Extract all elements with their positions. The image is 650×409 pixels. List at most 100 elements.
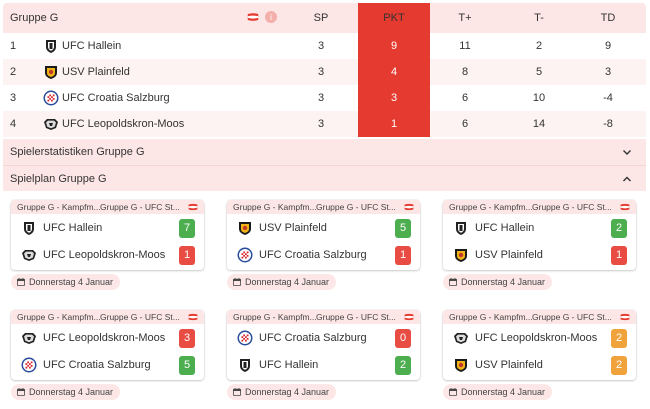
- row-position: 1: [10, 40, 17, 52]
- calendar-icon: [233, 278, 241, 286]
- col-header-pkt[interactable]: PKT: [358, 3, 430, 33]
- team-logo-icon: [453, 357, 469, 373]
- row-pkt: 3: [358, 85, 430, 111]
- team-name[interactable]: UFC Hallein: [62, 40, 122, 52]
- row-position: 4: [10, 118, 17, 130]
- row-sp: 3: [317, 92, 325, 104]
- col-header-sp[interactable]: SP: [313, 12, 329, 24]
- col-header-tminus[interactable]: T-: [534, 12, 544, 24]
- team-name[interactable]: USV Plainfeld: [259, 222, 327, 234]
- match-away-team[interactable]: UFC Croatia Salzburg 5: [11, 352, 204, 378]
- team-logo-icon: [43, 64, 59, 80]
- match-home-team[interactable]: UFC Leopoldskron-Moos 2: [443, 325, 636, 351]
- table-row[interactable]: 1 UFC Hallein 3 9 11 2 9: [3, 33, 646, 59]
- match-home-team[interactable]: UFC Hallein 2: [443, 215, 636, 241]
- austria-flag-icon: [247, 11, 259, 23]
- team-name[interactable]: UFC Croatia Salzburg: [259, 249, 367, 261]
- row-pkt: 1: [358, 111, 430, 137]
- team-logo-icon: [43, 116, 59, 132]
- match-home-team[interactable]: UFC Leopoldskron-Moos 3: [11, 325, 204, 351]
- team-logo-icon: [453, 247, 469, 263]
- team-name[interactable]: UFC Leopoldskron-Moos: [43, 332, 166, 344]
- team-name[interactable]: USV Plainfeld: [475, 249, 543, 261]
- col-header-td[interactable]: TD: [600, 12, 616, 24]
- away-score: 1: [395, 245, 411, 265]
- team-name[interactable]: UFC Hallein: [43, 222, 103, 234]
- match-meta-left: Gruppe G - Kampfm...: [233, 202, 316, 212]
- schedule-title: Spielplan Gruppe G: [10, 172, 107, 185]
- match-meta-left: Gruppe G - Kampfm...: [17, 312, 100, 322]
- match-meta-left: Gruppe G - Kampfm...: [449, 202, 532, 212]
- team-logo-icon: [237, 220, 253, 236]
- match-meta-right: Gruppe G - UFC St...: [532, 202, 612, 212]
- away-score: 5: [179, 355, 195, 375]
- match-away-team[interactable]: USV Plainfeld 2: [443, 352, 636, 378]
- match-meta-right: Gruppe G - UFC St...: [316, 312, 396, 322]
- team-logo-icon: [43, 90, 59, 106]
- chevron-down-icon[interactable]: [621, 146, 633, 158]
- match-home-team[interactable]: UFC Hallein 7: [11, 215, 204, 241]
- match-home-team[interactable]: USV Plainfeld 5: [227, 215, 420, 241]
- chevron-up-icon[interactable]: [621, 173, 633, 185]
- match-date-chip: Donnerstag 4 Januar: [227, 384, 337, 400]
- team-name[interactable]: UFC Hallein: [259, 359, 319, 371]
- row-sp: 3: [317, 118, 325, 130]
- team-name[interactable]: USV Plainfeld: [62, 66, 130, 78]
- row-tminus: 2: [535, 40, 543, 52]
- team-name[interactable]: UFC Croatia Salzburg: [62, 92, 170, 104]
- row-td: 9: [604, 40, 612, 52]
- match-date: Donnerstag 4 Januar: [245, 387, 330, 397]
- table-row[interactable]: 4 UFC Leopoldskron-Moos 3 1 6 14 -8: [3, 111, 646, 137]
- row-tplus: 6: [461, 92, 469, 104]
- match-date: Donnerstag 4 Januar: [29, 387, 114, 397]
- team-logo-icon: [237, 330, 253, 346]
- match-card[interactable]: Gruppe G - Kampfm... Gruppe G - UFC St..…: [11, 310, 204, 380]
- home-score: 3: [179, 328, 195, 348]
- match-away-team[interactable]: UFC Hallein 2: [227, 352, 420, 378]
- austria-flag-icon: [188, 203, 198, 211]
- col-header-tplus[interactable]: T+: [458, 12, 472, 24]
- table-row[interactable]: 3 UFC Croatia Salzburg 3 3 6 10 -4: [3, 85, 646, 111]
- home-score: 2: [611, 328, 627, 348]
- match-away-team[interactable]: USV Plainfeld 1: [443, 242, 636, 268]
- away-score: 1: [611, 245, 627, 265]
- schedule-accordion[interactable]: Spielplan Gruppe G: [3, 165, 646, 191]
- match-card[interactable]: Gruppe G - Kampfm... Gruppe G - UFC St..…: [227, 310, 420, 380]
- match-meta-left: Gruppe G - Kampfm...: [233, 312, 316, 322]
- table-row[interactable]: 2 USV Plainfeld 3 4 8 5 3: [3, 59, 646, 85]
- team-name[interactable]: UFC Leopoldskron-Moos: [62, 118, 185, 130]
- match-away-team[interactable]: UFC Leopoldskron-Moos 1: [11, 242, 204, 268]
- austria-flag-icon: [404, 313, 414, 321]
- team-name[interactable]: UFC Croatia Salzburg: [43, 359, 151, 371]
- match-date-chip: Donnerstag 4 Januar: [11, 384, 121, 400]
- austria-flag-icon: [620, 203, 630, 211]
- team-logo-icon: [453, 330, 469, 346]
- team-name[interactable]: UFC Leopoldskron-Moos: [475, 332, 598, 344]
- match-card[interactable]: Gruppe G - Kampfm... Gruppe G - UFC St..…: [227, 200, 420, 270]
- team-logo-icon: [237, 357, 253, 373]
- team-name[interactable]: USV Plainfeld: [475, 359, 543, 371]
- info-icon[interactable]: i: [265, 11, 277, 23]
- team-logo-icon: [453, 220, 469, 236]
- match-card-header: Gruppe G - Kampfm... Gruppe G - UFC St..…: [227, 200, 420, 214]
- team-name[interactable]: UFC Croatia Salzburg: [259, 332, 367, 344]
- match-date: Donnerstag 4 Januar: [461, 277, 546, 287]
- match-card[interactable]: Gruppe G - Kampfm... Gruppe G - UFC St..…: [443, 310, 636, 380]
- row-sp: 3: [317, 40, 325, 52]
- team-logo-icon: [237, 247, 253, 263]
- match-card[interactable]: Gruppe G - Kampfm... Gruppe G - UFC St..…: [443, 200, 636, 270]
- match-card-header: Gruppe G - Kampfm... Gruppe G - UFC St..…: [11, 200, 204, 214]
- match-card[interactable]: Gruppe G - Kampfm... Gruppe G - UFC St..…: [11, 200, 204, 270]
- row-tplus: 8: [461, 66, 469, 78]
- match-away-team[interactable]: UFC Croatia Salzburg 1: [227, 242, 420, 268]
- calendar-icon: [17, 278, 25, 286]
- group-title: Gruppe G: [10, 12, 59, 24]
- row-tminus: 5: [535, 66, 543, 78]
- schedule-content: Gruppe G - Kampfm... Gruppe G - UFC St..…: [3, 191, 646, 406]
- team-name[interactable]: UFC Hallein: [475, 222, 535, 234]
- group-panel: Gruppe G i SP PKT T+ T- TD 1 UFC Hallein…: [3, 3, 646, 406]
- row-tminus: 10: [532, 92, 546, 104]
- match-home-team[interactable]: UFC Croatia Salzburg 0: [227, 325, 420, 351]
- team-name[interactable]: UFC Leopoldskron-Moos: [43, 249, 166, 261]
- player-stats-accordion[interactable]: Spielerstatistiken Gruppe G: [3, 139, 646, 165]
